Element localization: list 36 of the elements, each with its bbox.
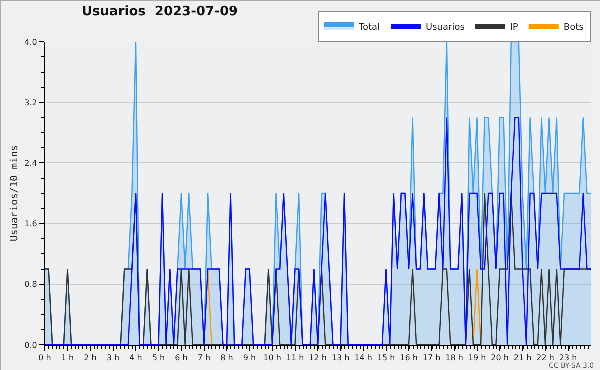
x-tick-label: 10 h (264, 354, 282, 363)
x-tick-label: 2 h (84, 354, 97, 363)
x-tick-label: 13 h (332, 354, 350, 363)
x-tick-label: 18 h (446, 354, 464, 363)
y-tick-label: 4.0 (24, 38, 38, 47)
x-tick-label: 6 h (175, 354, 188, 363)
x-tick-label: 5 h (152, 354, 166, 363)
x-tick-label: 0 h (38, 354, 52, 363)
legend-label: Usuarios (426, 23, 466, 34)
x-tick-label: 17 h (422, 354, 441, 363)
x-tick-label: 3 h (106, 354, 120, 363)
x-tick-label: 8 h (220, 354, 234, 363)
x-tick-label: 9 h (243, 354, 256, 363)
y-tick-label: 3.2 (24, 98, 38, 108)
legend-label: IP (510, 23, 519, 34)
y-tick-label: 0.0 (24, 340, 38, 350)
legend-label: Total (358, 23, 380, 34)
y-tick-label: 2.4 (24, 159, 38, 168)
x-tick-label: 7 h (198, 354, 211, 363)
x-tick-label: 14 h (354, 354, 372, 363)
x-tick-label: 20 h (491, 354, 509, 363)
x-tick-label: 19 h (468, 354, 486, 363)
y-tick-label: 0.8 (24, 280, 38, 290)
x-tick-label: 4 h (130, 354, 142, 363)
x-tick-label: 23 h (559, 354, 578, 363)
chart-title: Usuarios 2023-07-09 (82, 4, 238, 20)
x-tick-label: 1 h (61, 354, 74, 363)
y-tick-label: 1.6 (24, 220, 38, 229)
x-tick-label: 22 h (536, 354, 554, 363)
x-tick-label: 21 h (514, 354, 532, 363)
x-tick-label: 16 h (400, 354, 418, 363)
x-tick-label: 15 h (377, 354, 396, 363)
legend-label: Bots (564, 23, 584, 34)
x-tick-label: 11 h (286, 354, 304, 363)
y-axis-title: Usuarios/10 mins (10, 145, 21, 242)
x-tick-label: 12 h (309, 354, 327, 363)
